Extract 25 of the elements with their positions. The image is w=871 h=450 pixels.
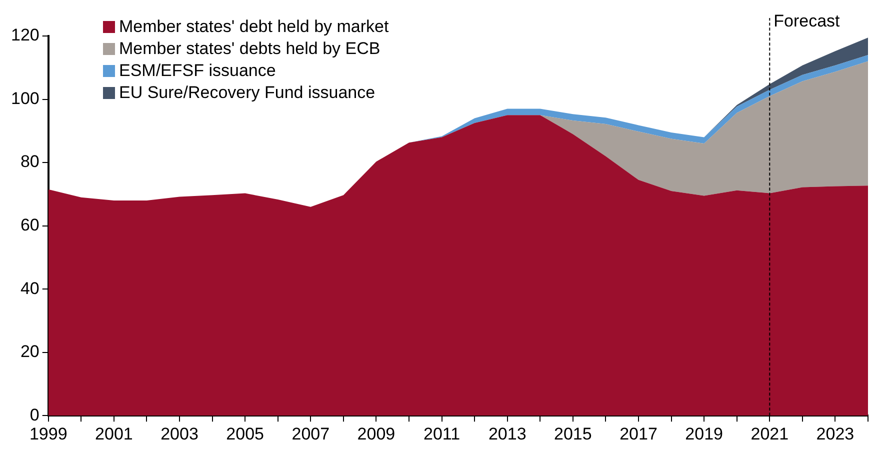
legend-label: Member states' debt held by market xyxy=(119,16,389,38)
x-tick-label: 2001 xyxy=(95,424,133,444)
x-tick-label: 2023 xyxy=(816,424,854,444)
x-tick-label: 2021 xyxy=(750,424,789,444)
x-tick-label: 2009 xyxy=(357,424,396,444)
x-tick-label: 2005 xyxy=(226,424,264,444)
y-tick-label: 60 xyxy=(20,215,40,234)
y-tick-label: 40 xyxy=(20,278,40,298)
x-tick-label: 2017 xyxy=(620,424,658,444)
y-tick-label: 20 xyxy=(20,342,40,362)
x-tick-label: 2007 xyxy=(292,424,330,444)
y-tick-label: 80 xyxy=(20,152,40,172)
legend-label: Member states' debts held by ECB xyxy=(119,38,380,60)
y-tick-label: 0 xyxy=(30,405,40,424)
x-tick-label: 2013 xyxy=(488,424,526,444)
y-tick-label: 120 xyxy=(10,26,40,45)
legend-label: EU Sure/Recovery Fund issuance xyxy=(119,82,376,104)
ref-line-label: Forecast xyxy=(774,12,840,31)
x-tick-label: 2003 xyxy=(160,424,198,444)
y-tick-label: 100 xyxy=(10,88,40,108)
x-tick-label: 1999 xyxy=(29,424,68,444)
legend-label: ESM/EFSF issuance xyxy=(119,60,276,82)
x-tick-label: 2015 xyxy=(554,424,592,444)
x-tick-label: 2019 xyxy=(685,424,723,444)
x-tick-label: 2011 xyxy=(424,424,460,444)
